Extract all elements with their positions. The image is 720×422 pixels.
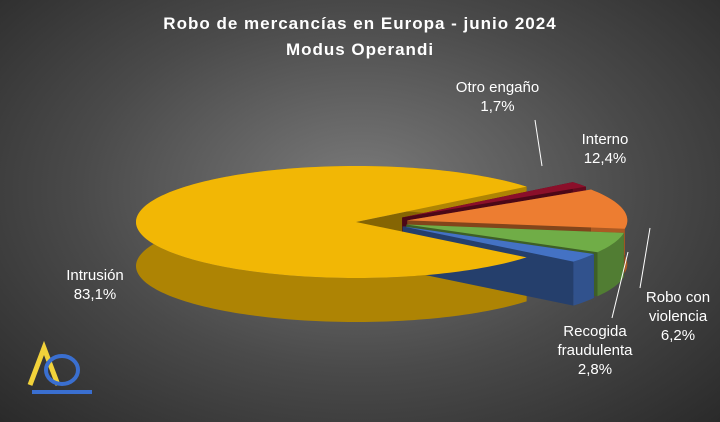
slice-label: Otro engaño 1,7% [440, 78, 555, 116]
leader-line [534, 119, 543, 167]
slice-label: Robo con violencia 6,2% [638, 288, 718, 345]
chart-subtitle: Modus Operandi [285, 40, 435, 59]
value-label: 6,2% [660, 327, 696, 344]
chart-title: Robo de mercancías en Europa - junio 202… [163, 14, 557, 33]
slice [136, 166, 527, 278]
logo [27, 340, 92, 394]
value-label: 12,4% [583, 150, 627, 167]
slice-label: Intrusión 83,1% [50, 266, 140, 304]
logo-shape [44, 354, 80, 386]
tops [136, 166, 628, 278]
slice-side [597, 232, 624, 297]
slice-label: Recogida fraudulenta 2,8% [540, 322, 650, 379]
slice [407, 189, 628, 229]
category-label: Robo con violencia [645, 289, 711, 325]
category-label: Intrusión [66, 267, 124, 284]
leader-line [639, 227, 651, 289]
category-label: Interno [581, 131, 629, 148]
value-label: 83,1% [73, 286, 117, 303]
value-label: 1,7% [480, 98, 515, 115]
logo-shape [27, 340, 61, 386]
logo-shape [32, 390, 92, 394]
leaders [534, 119, 651, 319]
slice [402, 226, 594, 262]
category-label: Recogida fraudulenta [557, 323, 633, 359]
leader-line [611, 251, 629, 319]
value-label: 2,8% [577, 361, 613, 378]
slice-side [573, 254, 594, 306]
category-label: Otro engaño [455, 79, 540, 96]
slice [406, 224, 624, 253]
slice-label: Interno 12,4% [560, 130, 650, 168]
slice [402, 182, 586, 218]
